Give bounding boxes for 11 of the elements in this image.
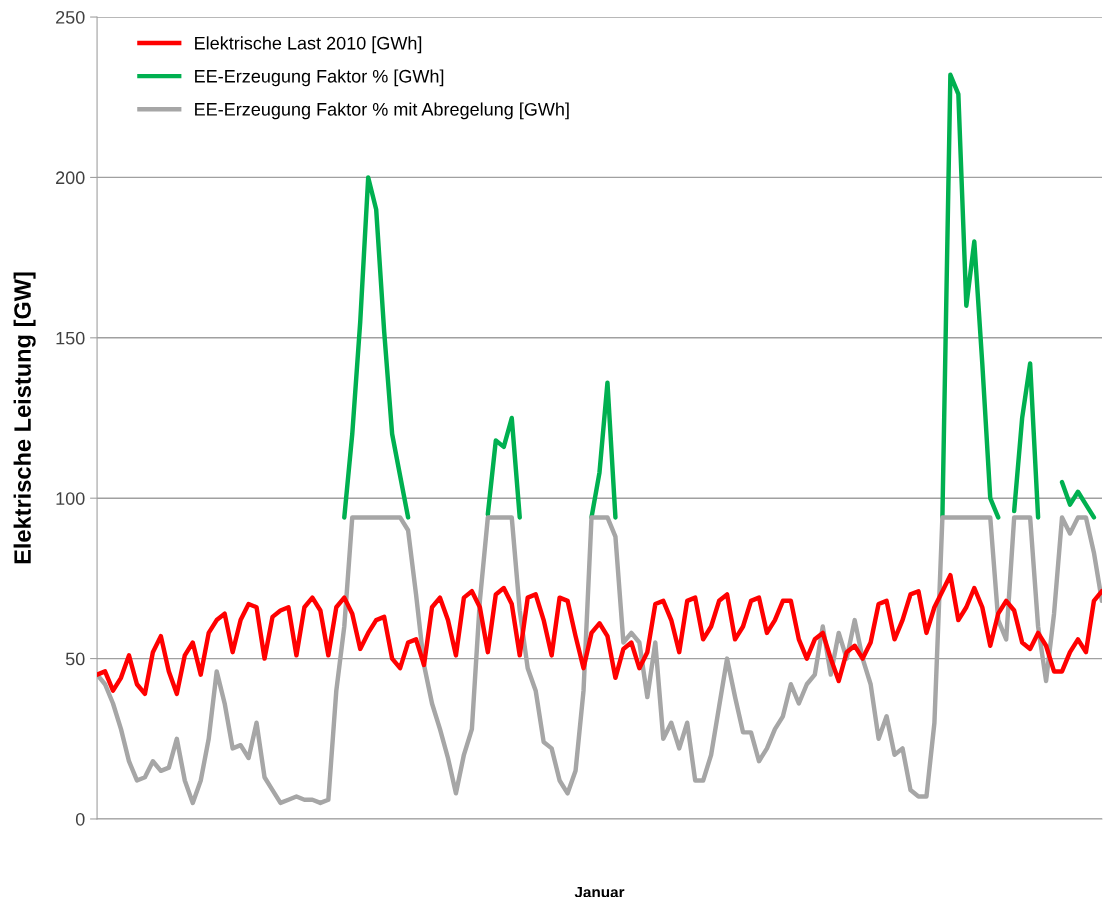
y-tick-label: 50 [65,652,85,666]
y-tick-label: 200 [56,171,85,185]
y-axis-title: Elektrische Leistung [GW] [13,272,36,564]
legend-label: EE-Erzeugung Faktor % [GWh] [195,69,444,87]
y-tick-label: 100 [56,492,85,505]
legend-label: Elektrische Last 2010 [GWh] [195,36,422,54]
y-tick-label: 250 [56,10,85,24]
y-tick-label: 150 [56,331,85,345]
legend-label: EE-Erzeugung Faktor % mit Abregelung [GWh] [195,102,569,120]
x-axis-title: Januar [574,886,625,897]
y-tick-label: 0 [75,812,85,826]
